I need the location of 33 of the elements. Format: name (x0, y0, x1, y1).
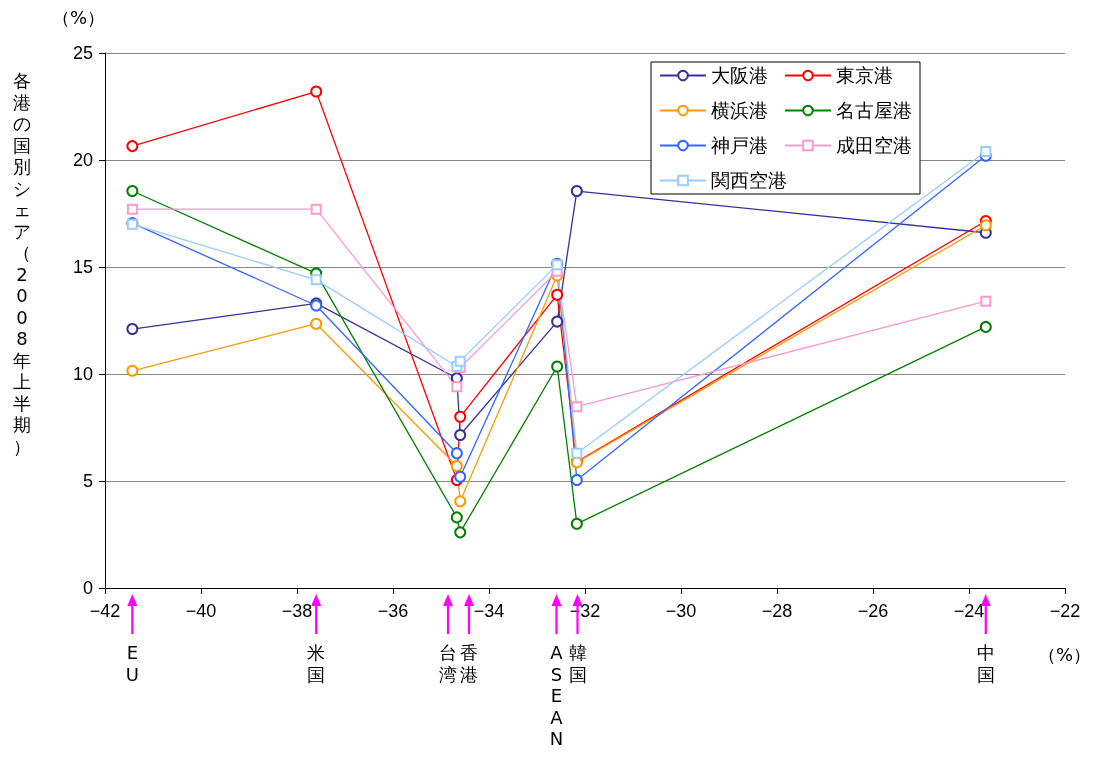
x-tick-label: −38 (281, 601, 313, 621)
y-tick-label: 15 (72, 257, 93, 277)
text: 米国 (306, 642, 327, 685)
y-tick-label: 25 (72, 43, 93, 63)
legend-label: 横浜港 (711, 100, 768, 121)
text: 台湾 (438, 642, 458, 685)
x-tick-label: −34 (473, 601, 505, 621)
x-tick-label: −22 (1049, 601, 1081, 621)
y-tick-label: 10 (72, 364, 93, 384)
legend-label: 関西空港 (711, 170, 787, 191)
legend-label: 成田空港 (836, 135, 912, 156)
text: 韓国 (567, 642, 588, 685)
text: 各港の国別シェア（2008年上半期） (13, 70, 31, 457)
text: EU (124, 642, 140, 685)
text: 香港 (459, 642, 479, 685)
legend-label: 名古屋港 (836, 100, 912, 121)
y-tick-label: 0 (82, 578, 93, 598)
x-tick-label: −26 (857, 601, 889, 621)
x-tick-label: −40 (185, 601, 217, 621)
x-axis-title: （%） (1038, 643, 1092, 667)
legend-label: 神戸港 (711, 135, 768, 156)
y-tick-label: 20 (72, 150, 93, 170)
x-tick-label: −42 (89, 601, 121, 621)
legend-label: 東京港 (836, 65, 893, 86)
legend-label: 大阪港 (711, 65, 768, 86)
x-tick-label: −30 (665, 601, 697, 621)
x-tick-label: −28 (761, 601, 793, 621)
y-tick-label: 5 (82, 471, 93, 491)
x-tick-label: −36 (377, 601, 409, 621)
text: （%） (52, 6, 106, 30)
x-tick-label: −24 (953, 601, 985, 621)
text: 中国 (975, 642, 996, 685)
text: ASEAN (548, 642, 565, 750)
